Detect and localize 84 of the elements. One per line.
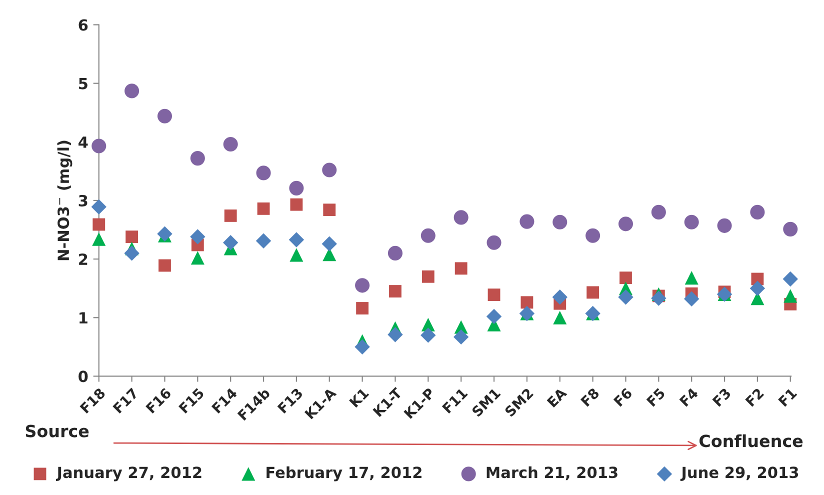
point [454, 262, 468, 275]
point [92, 232, 106, 246]
y-tick-label: 5 [79, 78, 88, 90]
point [389, 285, 402, 298]
point [288, 232, 304, 248]
point [420, 228, 436, 243]
point [222, 235, 238, 250]
point [356, 302, 369, 314]
point [618, 216, 634, 232]
point [783, 222, 798, 236]
point [388, 327, 403, 342]
y-tick-label: 1 [80, 312, 88, 324]
point [190, 251, 204, 265]
point [256, 166, 271, 180]
y-tick-label: 3 [78, 194, 88, 206]
x-tick-label: F4 [679, 387, 699, 407]
x-tick-label: K1 [349, 388, 370, 408]
y-axis-title: N-NO3$^{−}$ (mg/l) [57, 140, 72, 260]
y-tick-label: 6 [78, 19, 88, 31]
point [124, 84, 140, 98]
y-tick-label: 4 [78, 136, 88, 148]
point [486, 235, 502, 250]
y-tick-label: 2 [79, 254, 88, 265]
point [290, 198, 303, 211]
point [684, 214, 699, 230]
point [256, 233, 272, 248]
point [488, 288, 500, 301]
x-tick-label: F8 [580, 387, 600, 407]
legend-label: March 21, 2013 [486, 466, 618, 480]
legend-label: January 27, 2012 [56, 466, 202, 482]
point [784, 289, 798, 303]
point [422, 270, 434, 283]
point [224, 209, 237, 222]
point [157, 108, 172, 124]
point [684, 291, 700, 306]
point [750, 280, 766, 296]
point [454, 210, 468, 225]
x-tick-label: F5 [646, 388, 666, 407]
point [323, 204, 336, 216]
point [91, 199, 106, 215]
point [486, 308, 502, 324]
point [553, 310, 567, 324]
point [158, 259, 171, 272]
point [586, 228, 600, 243]
point [223, 136, 238, 152]
point [420, 328, 436, 343]
point [126, 230, 138, 244]
point [520, 214, 534, 229]
x-tick-label: F1 [778, 388, 798, 407]
x-tick-label: F6 [613, 387, 633, 407]
point [92, 218, 106, 231]
x-tick-label: F3 [712, 388, 732, 407]
x-tick-label: EA [546, 386, 568, 408]
legend-label: June 29, 2013 [680, 466, 798, 482]
x-tick-label: F2 [744, 388, 764, 407]
text: Confluence [700, 434, 803, 448]
point [651, 204, 666, 220]
point [651, 290, 666, 306]
point [684, 271, 698, 285]
point [620, 272, 632, 284]
point [290, 248, 304, 262]
point [520, 296, 534, 309]
point [322, 236, 337, 252]
text: Source [26, 424, 89, 438]
point [618, 290, 634, 305]
point [190, 229, 206, 244]
y-tick-label: 0 [78, 370, 88, 382]
point [586, 286, 600, 299]
legend-label: February 17, 2012 [266, 466, 422, 482]
point [388, 246, 403, 260]
point [453, 329, 469, 345]
point [289, 180, 304, 196]
point [355, 278, 370, 293]
point [322, 162, 337, 178]
point [124, 246, 140, 261]
point [92, 138, 106, 154]
point [552, 214, 568, 230]
point [552, 290, 568, 305]
point [717, 218, 732, 233]
point [750, 204, 765, 220]
point [257, 202, 270, 215]
point [190, 151, 205, 166]
point [782, 271, 798, 287]
point [354, 339, 370, 355]
